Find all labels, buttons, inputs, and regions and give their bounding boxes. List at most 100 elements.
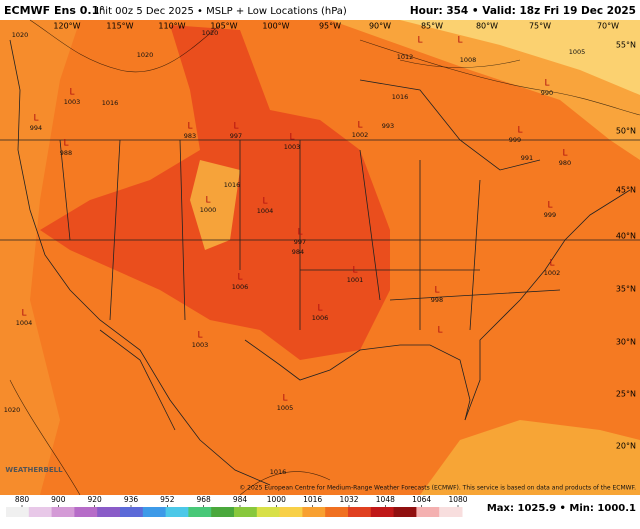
subtitle: Init 00z 5 Dec 2025 • MSLP + Low Locatio… [96, 6, 347, 17]
pressure-label: 1016 [102, 99, 119, 107]
low-marker: L [547, 201, 552, 211]
lat-label: 25°N [616, 390, 636, 399]
terrain-field [190, 160, 240, 250]
pressure-label: 999 [509, 136, 521, 144]
lat-label: 35°N [616, 285, 636, 294]
low-marker: L [517, 126, 522, 136]
credit: © 2025 European Centre for Medium-Range … [239, 485, 636, 492]
lon-label: 120°W [53, 22, 80, 31]
pressure-label: 1005 [277, 404, 294, 412]
pressure-label: 997 [294, 238, 306, 246]
colorbar-cell [302, 507, 326, 517]
lon-label: 70°W [597, 22, 619, 31]
colorbar-cell [188, 507, 212, 517]
colorbar-tick-label: 984 [233, 495, 248, 504]
low-marker: L [289, 133, 294, 143]
lon-label: 90°W [369, 22, 391, 31]
pressure-label: 1006 [312, 314, 329, 322]
lat-label: 30°N [616, 338, 636, 347]
pressure-label: 1020 [4, 406, 21, 414]
low-marker: L [297, 228, 302, 238]
colorbar-tick-label: 1000 [267, 495, 286, 504]
low-marker: L [357, 121, 362, 131]
lat-label: 50°N [616, 127, 636, 136]
lon-label: 75°W [529, 22, 551, 31]
colorbar-cell [211, 507, 235, 517]
colorbar-cell [97, 507, 121, 517]
low-marker: L [69, 88, 74, 98]
pressure-label: 1020 [202, 29, 219, 37]
logo: WEATHERBELL [5, 466, 63, 474]
caribbean-field [420, 420, 640, 495]
pressure-label: 983 [184, 132, 196, 140]
pressure-label: 1012 [397, 53, 414, 61]
pressure-label: 1001 [347, 276, 364, 284]
low-marker: L [417, 36, 422, 46]
pressure-label: 980 [559, 159, 571, 167]
coastlines [0, 39, 640, 486]
colorbar-cell [120, 507, 144, 517]
pressure-label: 1003 [192, 341, 209, 349]
low-marker: L [197, 331, 202, 341]
pressure-label: 1005 [569, 48, 586, 56]
pressure-label: 1006 [232, 283, 249, 291]
low-marker: L [63, 139, 68, 149]
colorbar-tick-label: 1048 [376, 495, 395, 504]
lon-label: 95°W [319, 22, 341, 31]
colorbar-cell [370, 507, 395, 517]
colorbar-tick-label: 1080 [448, 495, 467, 504]
low-marker: L [434, 286, 439, 296]
pressure-label: 991 [521, 154, 533, 162]
low-marker: L [282, 394, 287, 404]
colorbar-cell [439, 507, 463, 517]
colorbar-cell [51, 507, 75, 517]
pressure-label: 993 [382, 122, 394, 130]
low-marker: L [562, 149, 567, 159]
pressure-label: 1002 [544, 269, 561, 277]
colorbar-tick-label: 1032 [339, 495, 358, 504]
pressure-label: 1004 [16, 319, 33, 327]
low-marker: L [549, 259, 554, 269]
colorbar-tick-label: 952 [160, 495, 175, 504]
pressure-label: 1016 [270, 468, 287, 476]
isobars [9, 19, 640, 496]
pressure-label: 1020 [12, 31, 29, 39]
colorbar-tick-label: 920 [88, 495, 103, 504]
lon-label: 80°W [476, 22, 498, 31]
low-marker: L [237, 273, 242, 283]
labels: 120°W 115°W 110°W 105°W 100°W 95°W 90°W 85°W 80°… [4, 22, 636, 477]
colorbar-cell [6, 507, 30, 517]
low-marker: L [205, 196, 210, 206]
lon-label: 110°W [158, 22, 185, 31]
lat-label: 40°N [616, 232, 636, 241]
colorbar-cell [165, 507, 189, 517]
low-marker: L [437, 326, 442, 336]
pressure-label: 1003 [284, 143, 301, 151]
low-marker: L [233, 122, 238, 132]
model-name: ECMWF Ens 0.1° [4, 4, 105, 17]
pressure-label: 1000 [200, 206, 217, 214]
pressure-label: 990 [541, 89, 553, 97]
colorbar-cell [393, 507, 417, 517]
map [0, 19, 640, 496]
pressure-label: 1008 [460, 56, 477, 64]
colorbar-cell [74, 507, 98, 517]
pressure-label: 984 [292, 248, 304, 256]
colorbar-cell [325, 507, 349, 517]
low-marker: L [262, 197, 267, 207]
low-marker: L [33, 114, 38, 124]
colorbar-tick-label: 936 [124, 495, 139, 504]
colorbar-cell [416, 507, 440, 517]
lat-label: 45°N [616, 186, 636, 195]
colorbar-tick-label: 900 [51, 495, 66, 504]
pressure-label: 1020 [137, 51, 154, 59]
pressure-label: 997 [230, 132, 242, 140]
low-marker: L [317, 304, 322, 314]
low-marker: L [187, 122, 192, 132]
stats: Max: 1025.9 • Min: 1000.1 [487, 503, 636, 514]
colorbar-tick-label: 968 [197, 495, 212, 504]
pressure-label: 1002 [352, 131, 369, 139]
colorbar-cell [256, 507, 281, 517]
high-core [400, 20, 640, 95]
